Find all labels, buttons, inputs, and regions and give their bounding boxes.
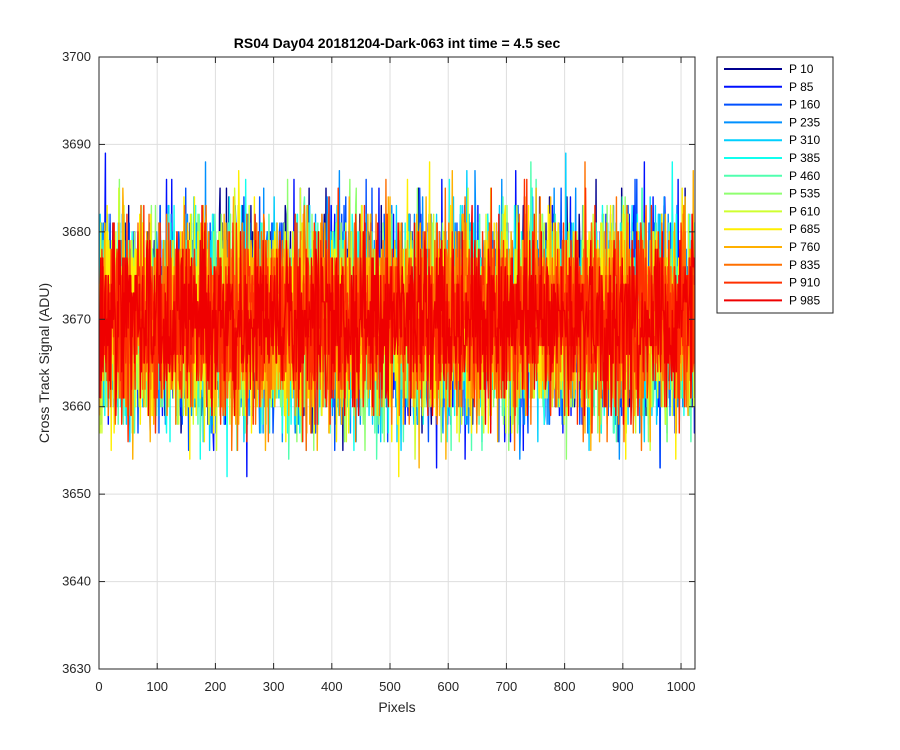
series-lines (99, 152, 695, 478)
x-tick-label: 0 (95, 679, 102, 694)
x-tick-label: 800 (554, 679, 576, 694)
x-tick-label: 300 (263, 679, 285, 694)
legend-label: P 85 (789, 80, 814, 94)
legend-label: P 535 (789, 187, 820, 201)
x-axis-title: Pixels (378, 699, 415, 715)
x-tick-label: 200 (205, 679, 227, 694)
legend-label: P 235 (789, 115, 820, 129)
y-tick-label: 3700 (62, 49, 91, 64)
series-line (99, 204, 695, 434)
legend-label: P 160 (789, 98, 820, 112)
x-tick-label: 500 (379, 679, 401, 694)
x-tick-label: 100 (146, 679, 168, 694)
legend-label: P 985 (789, 293, 820, 307)
legend-label: P 10 (789, 62, 814, 76)
x-tick-label: 400 (321, 679, 343, 694)
legend: P 10 P 85 P 160 P 235 P 310 P 385 P 460 P 535 P … (716, 56, 834, 314)
legend-box (716, 56, 834, 314)
x-tick-label: 600 (437, 679, 459, 694)
x-tick-label: 1000 (667, 679, 696, 694)
y-tick-label: 3660 (62, 399, 91, 414)
legend-label: P 310 (789, 133, 820, 147)
legend-label: P 685 (789, 222, 820, 236)
legend-label: P 835 (789, 258, 820, 272)
y-tick-label: 3630 (62, 661, 91, 676)
x-tick-label: 700 (496, 679, 518, 694)
y-axis-title: Cross Track Signal (ADU) (36, 283, 52, 443)
axes-box (98, 56, 696, 670)
x-axis-ticks: 0 100 200 300 400 500 600 700 800 900 1000 (95, 57, 695, 694)
y-tick-label: 3670 (62, 311, 91, 326)
chart-title: RS04 Day04 20181204-Dark-063 int time = … (234, 35, 561, 51)
x-tick-label: 900 (612, 679, 634, 694)
legend-label: P 910 (789, 276, 820, 290)
y-tick-label: 3640 (62, 574, 91, 589)
legend-label: P 610 (789, 204, 820, 218)
y-tick-label: 3690 (62, 136, 91, 151)
y-tick-label: 3650 (62, 486, 91, 501)
y-tick-label: 3680 (62, 224, 91, 239)
legend-label: P 760 (789, 240, 820, 254)
legend-label: P 460 (789, 169, 820, 183)
y-axis-ticks: 3630 3640 3650 3660 3670 3680 3690 3700 (62, 49, 695, 676)
legend-label: P 385 (789, 151, 820, 165)
